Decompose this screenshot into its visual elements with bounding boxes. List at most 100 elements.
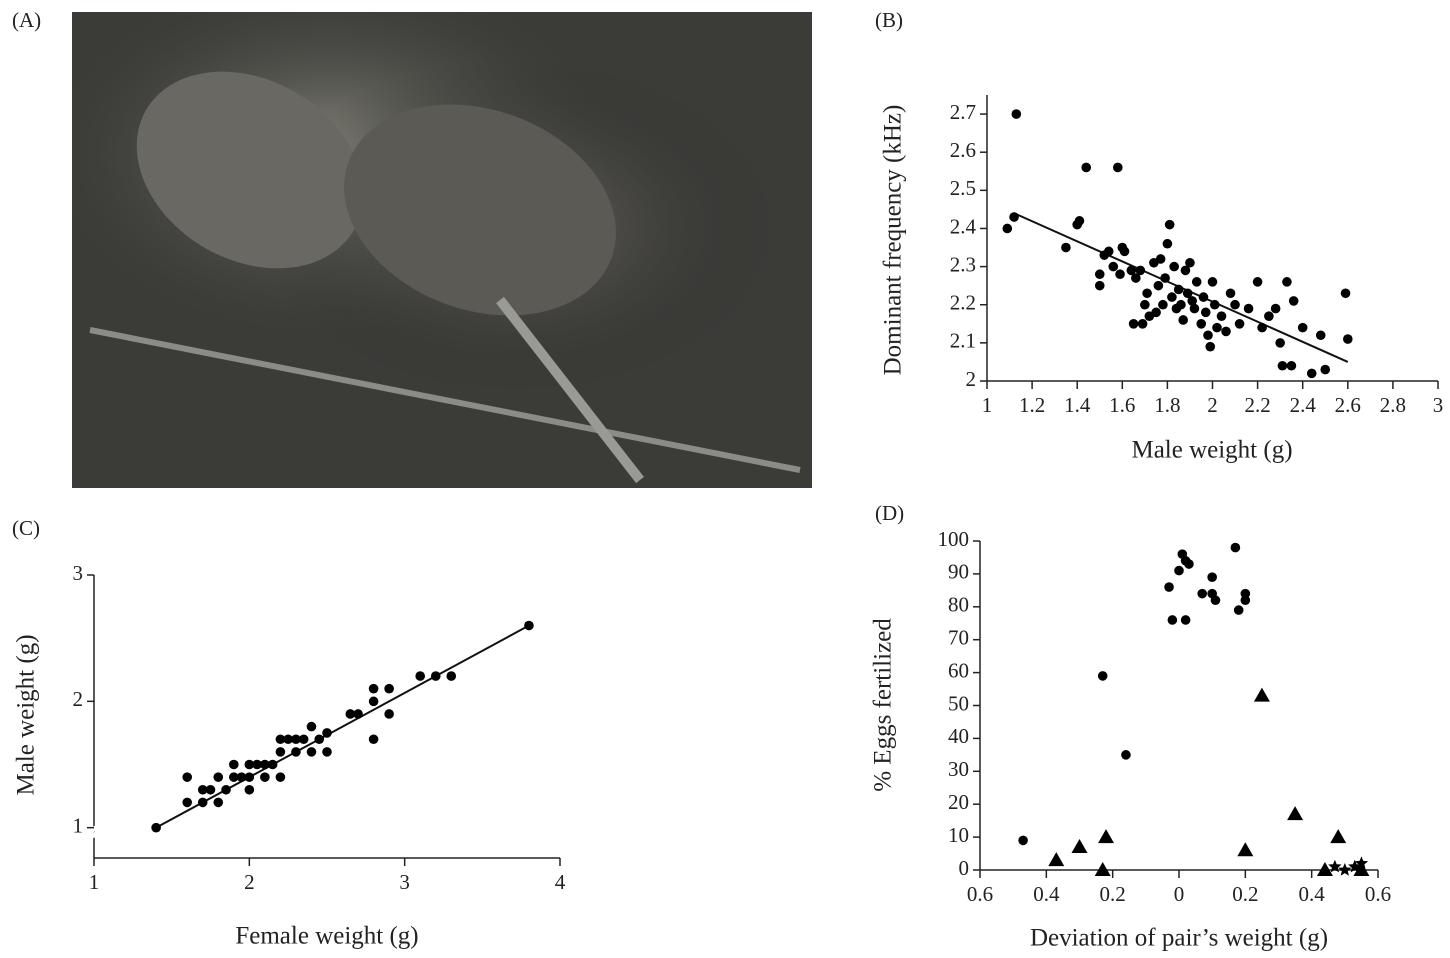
triangle-point [1316,862,1333,876]
point [283,734,293,745]
x-tick-label: 1.6 [1109,393,1135,417]
point [221,784,231,795]
point [1137,319,1148,329]
point [1275,338,1285,348]
y-tick-label: 2.1 [950,329,976,353]
point [244,784,255,795]
point [1009,212,1019,222]
point [236,772,247,782]
y-tick-label: 1 [73,813,84,837]
x-tick-label: 0.6 [967,882,993,906]
axis-break [86,823,102,841]
x-tick-label: 1 [982,393,993,417]
star-point [1354,856,1369,870]
point [1112,162,1123,173]
point [1207,572,1217,582]
point [1151,307,1161,318]
point [1233,605,1244,615]
point [1184,559,1194,569]
point [1230,299,1240,310]
point [1164,582,1174,592]
y-tick-label: 20 [948,790,969,814]
point [1200,307,1211,318]
triangle-point [1330,829,1347,844]
point [1164,219,1175,230]
point [1061,242,1071,253]
x-tick-label: 0.2 [1100,882,1126,906]
point [1205,341,1216,352]
point [244,772,255,782]
triangle-point [1048,852,1065,867]
x-axis-title: Male weight (g) [1131,437,1292,464]
triangle-point [1071,838,1088,853]
y-tick-label: 70 [948,626,969,650]
x-tick-label: 0 [1174,882,1185,906]
point [1121,750,1131,760]
x-tick-label: 2.2 [1244,393,1270,417]
point [1178,315,1188,325]
point [151,822,161,833]
point [1169,261,1179,272]
x-tick-label: 3 [1433,393,1444,417]
y-tick-label: 80 [948,593,969,617]
point [1207,277,1218,287]
panel-label: (C) [12,516,40,540]
point [205,784,216,795]
point [524,620,534,631]
point [1187,296,1198,306]
point [1297,322,1308,333]
point [197,784,208,795]
x-tick-label: 2 [1207,393,1218,417]
point [1180,615,1191,625]
x-tick-label: 0.4 [1033,882,1060,906]
point [275,734,286,745]
y-axis-title: Male weight (g) [13,634,40,795]
point [322,747,332,757]
x-tick-label: 2 [244,870,255,894]
point [1162,238,1173,249]
point [1176,299,1186,310]
point [213,772,224,782]
point [345,709,356,719]
point [1270,303,1281,314]
point [1240,588,1251,599]
point [1240,595,1251,606]
point [1142,288,1152,299]
x-tick-label: 1.8 [1154,393,1180,417]
point [1018,835,1028,846]
photo [72,12,812,488]
x-axis-title: Deviation of pair’s weight (g) [1030,925,1328,952]
point [1094,269,1105,280]
y-tick-label: 2.7 [950,100,976,124]
point [1221,326,1231,337]
point [1315,330,1326,341]
point [1173,284,1184,295]
point [1252,277,1263,287]
point [291,734,301,745]
point [353,709,363,719]
point [182,797,192,808]
panel-label: (B) [875,8,903,32]
point [368,734,379,745]
point [1282,277,1292,287]
y-tick-label: 30 [948,757,969,781]
x-tick-label: 2.6 [1335,393,1361,417]
point [1216,311,1227,321]
point [1174,565,1184,576]
point [1286,360,1297,371]
point [1257,322,1267,333]
point [1210,595,1221,606]
point [384,709,394,719]
point [197,797,208,808]
y-tick-label: 2 [73,687,84,711]
point [1074,216,1085,226]
x-tick-label: 0.6 [1365,882,1391,906]
x-tick-label: 1.4 [1064,393,1091,417]
point [229,759,239,770]
point [275,772,286,782]
point [415,671,426,681]
point [1126,265,1137,276]
y-tick-label: 10 [948,823,969,847]
point [1225,288,1236,299]
point [1189,303,1200,314]
